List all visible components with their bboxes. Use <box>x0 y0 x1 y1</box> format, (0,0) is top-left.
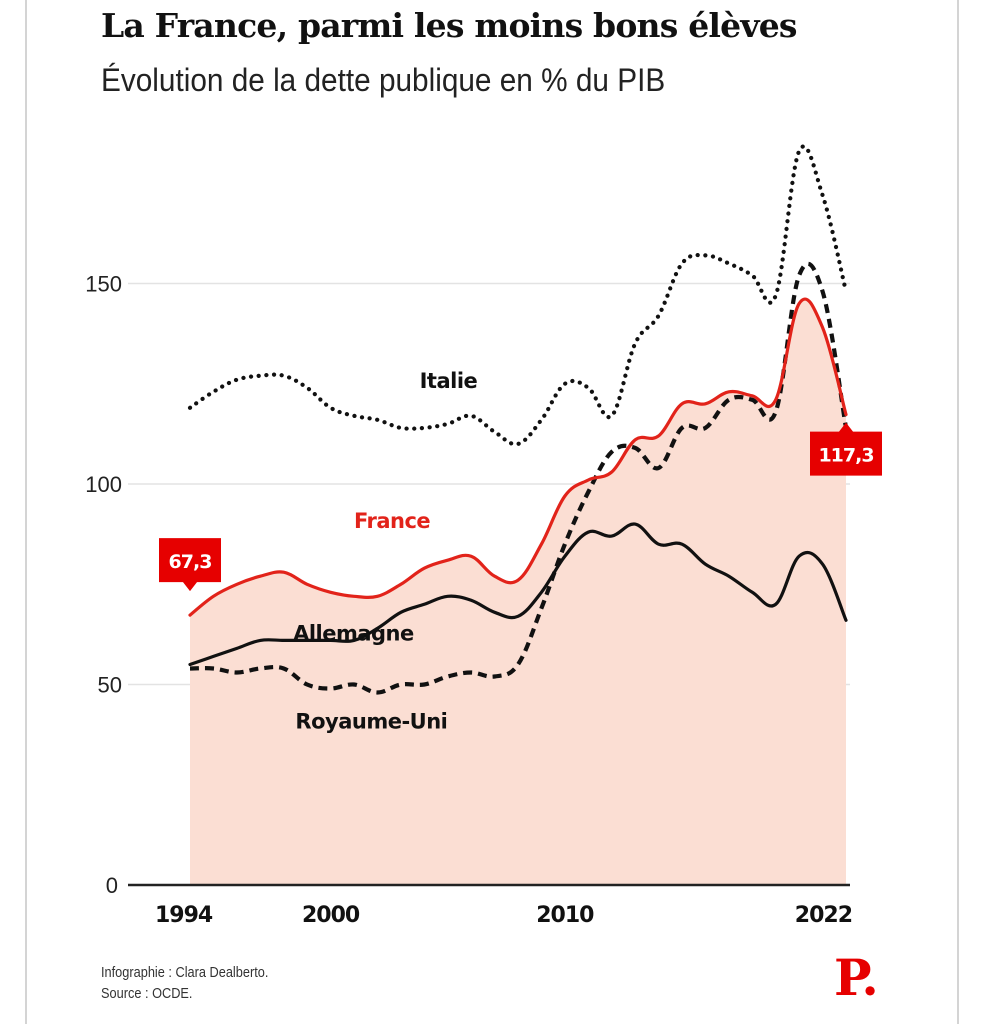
series-label-allemagne: Allemagne <box>293 621 414 645</box>
series-label-france: France <box>354 509 430 533</box>
series-labels: Italie France Allemagne Royaume-Uni <box>293 369 478 734</box>
source-text: Source : OCDE. <box>101 986 193 1002</box>
badge-value: 117,3 <box>818 445 873 467</box>
france-area-fill <box>190 299 846 885</box>
value-badges: 67,3 117,3 <box>159 422 882 592</box>
badge-start-value: 67,3 <box>159 538 221 592</box>
badge-shape <box>159 538 221 592</box>
frame-border-left <box>25 0 27 1024</box>
publication-logo: P. <box>834 948 879 1007</box>
series-line-allemagne <box>188 522 848 667</box>
x-tick-label: 1994 <box>155 903 213 928</box>
chart-subtitle: Évolution de la dette publique en % du P… <box>101 62 666 98</box>
y-tick-label: 150 <box>85 272 122 297</box>
x-tick-label: 2022 <box>795 903 852 928</box>
y-tick-label: 50 <box>98 673 122 698</box>
series-line-france <box>188 297 848 617</box>
chart-title: La France, parmi les moins bons élèves <box>101 6 797 45</box>
y-tick-label: 100 <box>85 472 122 497</box>
x-tick-label: 2000 <box>302 903 360 928</box>
series-line-royaume-uni <box>189 261 849 695</box>
series-line-italie <box>187 144 849 447</box>
y-tick-label: 0 <box>106 873 118 898</box>
badge-value: 67,3 <box>169 551 212 573</box>
frame-border-right <box>957 0 959 1024</box>
badge-shape <box>810 422 882 476</box>
series-lines <box>187 144 849 695</box>
series-label-italie: Italie <box>420 369 478 393</box>
credit-text: Infographie : Clara Dealberto. <box>101 965 269 981</box>
area-layer <box>190 299 846 885</box>
footer-credits: Infographie : Clara Dealberto. Source : … <box>101 963 268 1005</box>
badge-end-value: 117,3 <box>810 422 882 476</box>
x-tick-label: 2010 <box>536 903 594 928</box>
axes: 0 50 100 150 1994 2000 2010 2022 <box>85 272 853 929</box>
series-label-royaume-uni: Royaume-Uni <box>295 710 447 734</box>
